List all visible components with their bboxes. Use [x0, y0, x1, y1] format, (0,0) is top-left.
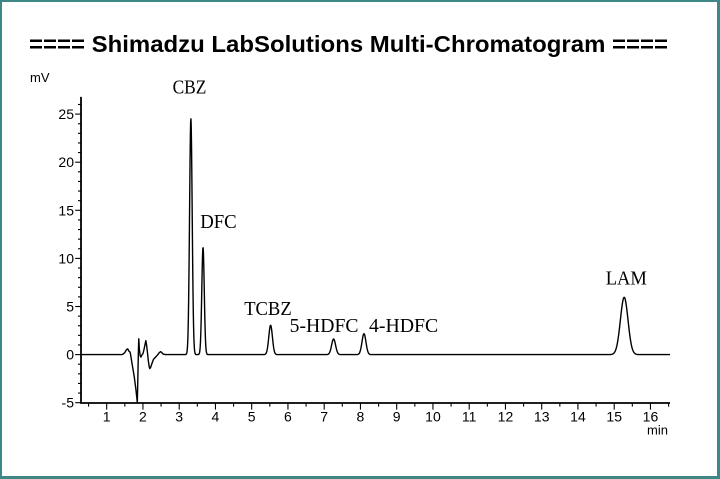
svg-text:DFC: DFC: [200, 212, 237, 233]
svg-text:8: 8: [357, 409, 365, 425]
svg-text:25: 25: [58, 106, 74, 122]
svg-text:TCBZ: TCBZ: [244, 299, 292, 320]
svg-text:15: 15: [58, 202, 74, 218]
svg-text:11: 11: [462, 409, 477, 425]
svg-text:15: 15: [606, 409, 622, 425]
svg-text:4-HDFC: 4-HDFC: [369, 316, 438, 337]
svg-text:10: 10: [58, 250, 74, 266]
svg-text:3: 3: [175, 409, 183, 425]
svg-text:mV: mV: [30, 70, 50, 85]
svg-text:CBZ: CBZ: [173, 78, 207, 99]
svg-text:min: min: [647, 423, 668, 438]
svg-text:LAM: LAM: [606, 268, 647, 289]
svg-text:16: 16: [643, 409, 659, 425]
svg-text:==== Shimadzu LabSolutions Mul: ==== Shimadzu LabSolutions Multi-Chromat…: [29, 31, 668, 57]
svg-text:4: 4: [212, 409, 220, 425]
svg-text:5: 5: [66, 299, 74, 315]
svg-text:7: 7: [320, 409, 328, 425]
svg-text:10: 10: [425, 409, 441, 425]
svg-text:9: 9: [393, 409, 401, 425]
svg-text:5-HDFC: 5-HDFC: [290, 316, 359, 337]
svg-text:14: 14: [570, 409, 586, 425]
svg-text:5: 5: [248, 409, 256, 425]
svg-text:6: 6: [284, 409, 292, 425]
svg-text:-5: -5: [62, 395, 75, 411]
svg-text:1: 1: [103, 409, 111, 425]
svg-text:20: 20: [58, 154, 74, 170]
svg-text:2: 2: [139, 409, 147, 425]
svg-text:13: 13: [534, 409, 550, 425]
svg-text:0: 0: [66, 347, 74, 363]
svg-text:12: 12: [498, 409, 514, 425]
